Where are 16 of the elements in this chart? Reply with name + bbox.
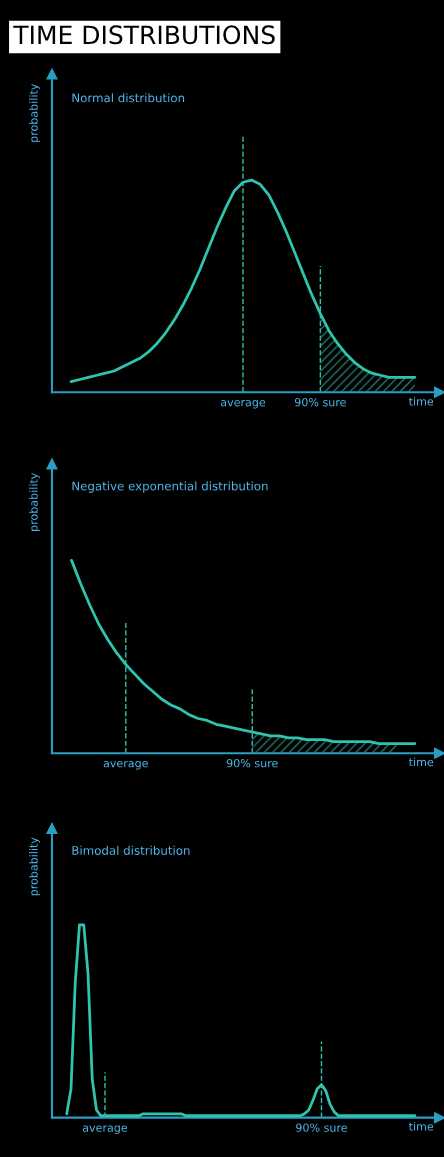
x-tick-label: 90% sure — [294, 397, 346, 407]
x-tick-label: average — [103, 760, 148, 770]
chart-title: TIME DISTRIBUTIONS — [13, 25, 275, 45]
x-tick-label: average — [82, 1125, 128, 1134]
chart-subtitle: Normal distribution — [72, 93, 185, 103]
x-axis-title: time — [408, 397, 434, 406]
chart-title: Negative exponential distribution — [72, 481, 268, 493]
y-axis-title: probability — [29, 837, 40, 896]
x-axis-title: time — [408, 1122, 434, 1131]
y-axis-title: probability — [29, 472, 40, 531]
x-axis-title: time — [408, 757, 434, 767]
chart-title: Bimodal distribution — [72, 845, 190, 855]
x-tick-label: average — [220, 400, 266, 409]
x-tick-label: 90% sure — [226, 758, 278, 768]
y-axis-title: probability — [29, 83, 40, 142]
x-tick-label: 90% sure — [296, 1123, 348, 1132]
